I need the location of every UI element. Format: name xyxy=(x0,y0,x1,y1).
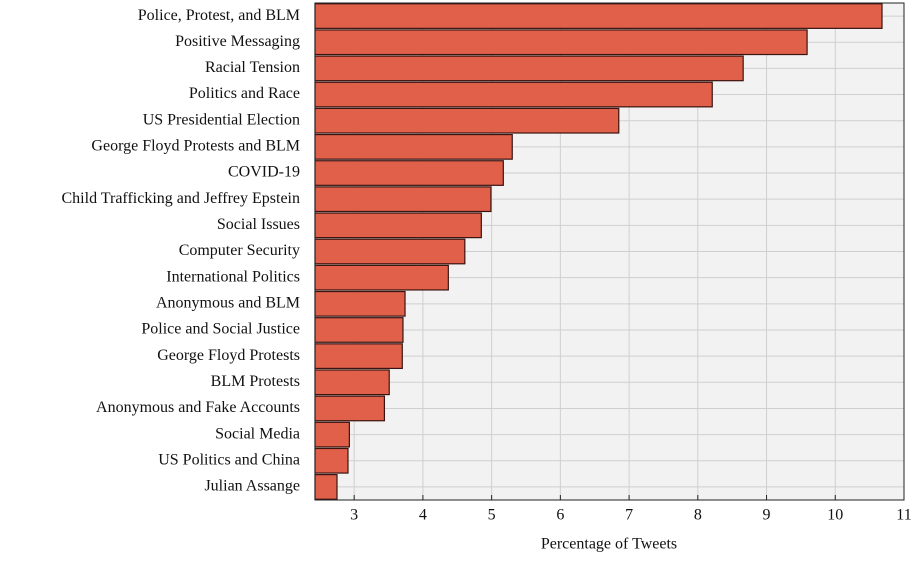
y-tick-label: US Presidential Election xyxy=(143,111,300,128)
y-tick-label: Computer Security xyxy=(179,242,300,259)
y-tick-label: Anonymous and Fake Accounts xyxy=(96,399,300,416)
x-tick-label: 4 xyxy=(419,507,427,524)
bar xyxy=(314,133,513,160)
x-tick-label: 6 xyxy=(556,507,564,524)
bar xyxy=(314,290,406,317)
bar xyxy=(314,55,744,82)
x-tick-label: 5 xyxy=(488,507,496,524)
y-tick-label: Positive Messaging xyxy=(175,33,300,50)
y-tick-label: US Politics and China xyxy=(158,451,300,468)
x-tick-label: 9 xyxy=(763,507,771,524)
y-tick-label: Social Media xyxy=(215,425,300,442)
y-tick-label: Police and Social Justice xyxy=(141,321,300,338)
bar xyxy=(314,447,349,474)
x-axis-label: Percentage of Tweets xyxy=(541,536,677,553)
y-tick-label: Anonymous and BLM xyxy=(156,294,300,311)
y-tick-label: George Floyd Protests xyxy=(157,347,300,364)
bar xyxy=(314,3,883,29)
y-tick-label: Social Issues xyxy=(217,216,300,233)
bar xyxy=(314,474,338,500)
y-tick-label: BLM Protests xyxy=(211,373,300,390)
x-tick-label: 7 xyxy=(625,507,633,524)
bar xyxy=(314,186,492,213)
bar xyxy=(314,369,390,396)
x-tick-label: 3 xyxy=(350,507,358,524)
bar xyxy=(314,212,482,239)
x-tick-label: 10 xyxy=(827,507,843,524)
bar xyxy=(314,395,386,422)
bar xyxy=(314,107,620,134)
x-tick-label: 11 xyxy=(896,507,911,524)
bar xyxy=(314,238,466,265)
bar xyxy=(314,317,404,343)
y-tick-label: International Politics xyxy=(166,268,300,285)
plot-frame xyxy=(314,2,905,501)
y-tick-label: George Floyd Protests and BLM xyxy=(91,138,300,155)
y-tick-label: Politics and Race xyxy=(189,85,300,102)
bar xyxy=(314,264,449,291)
x-tick-label: 8 xyxy=(694,507,702,524)
bar xyxy=(314,160,504,186)
bar xyxy=(314,29,808,56)
y-tick-label: COVID-19 xyxy=(228,164,300,181)
y-tick-label: Julian Assange xyxy=(204,478,300,495)
y-tick-label: Racial Tension xyxy=(205,59,300,76)
bar xyxy=(314,81,713,108)
bar xyxy=(314,343,403,370)
bar xyxy=(314,421,350,448)
y-tick-label: Police, Protest, and BLM xyxy=(138,7,300,24)
y-tick-label: Child Trafficking and Jeffrey Epstein xyxy=(62,190,301,207)
